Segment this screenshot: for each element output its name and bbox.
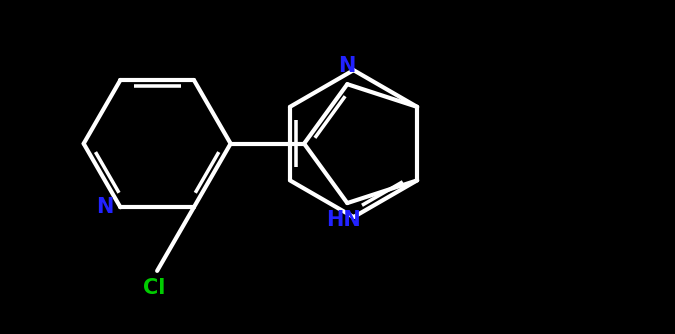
Text: HN: HN [327, 210, 361, 230]
Text: N: N [97, 197, 113, 217]
Text: N: N [339, 56, 356, 76]
Text: Cl: Cl [142, 278, 165, 298]
